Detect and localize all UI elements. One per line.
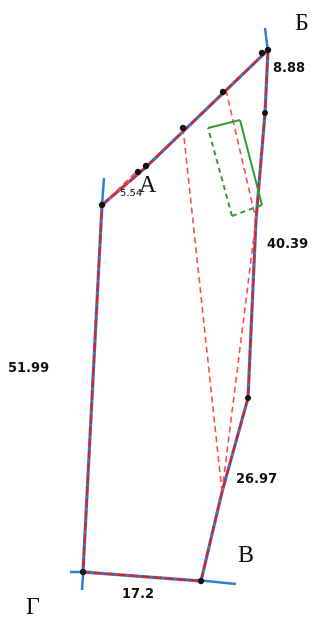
point-marker: [134, 168, 142, 176]
corner-label-b: Б: [295, 10, 309, 36]
axis-tick-left: [100, 177, 106, 206]
point-marker: [258, 49, 266, 57]
dashed-line-short: [101, 171, 137, 206]
dimension-left: 51.99: [8, 361, 49, 376]
building-outline: [207, 119, 263, 217]
dimension-right: 40.39: [267, 237, 308, 252]
dashed-line-inner-left: [182, 127, 223, 493]
building-side-left: [207, 127, 233, 217]
point-marker: [142, 162, 150, 170]
boundary-red: [81, 48, 270, 583]
corner-label-a: А: [139, 172, 157, 198]
point-marker: [264, 46, 272, 54]
building-side-right: [239, 119, 263, 206]
dashed-line-inner-right: [221, 219, 257, 493]
boundary-blue-underlay: [81, 48, 270, 583]
corner-label-v: В: [238, 542, 254, 568]
dimension-top-right: 8.88: [273, 61, 305, 76]
dashed-lines: [101, 89, 257, 493]
point-marker: [219, 88, 227, 96]
point-marker: [197, 577, 205, 585]
axis-ticks: [70, 27, 270, 591]
dashed-line-top: [225, 89, 257, 221]
building-side-top: [207, 119, 241, 129]
point-marker: [245, 395, 251, 401]
point-marker: [262, 110, 268, 116]
dimension-small-near-a: 5.54: [120, 188, 142, 199]
dimension-bottom: 17.2: [122, 587, 154, 602]
point-marker: [98, 201, 106, 209]
survey-points: [79, 46, 272, 585]
point-marker: [179, 124, 187, 132]
point-marker: [79, 568, 87, 576]
corner-label-g: Г: [26, 594, 40, 620]
dimension-lower-right: 26.97: [236, 472, 277, 487]
